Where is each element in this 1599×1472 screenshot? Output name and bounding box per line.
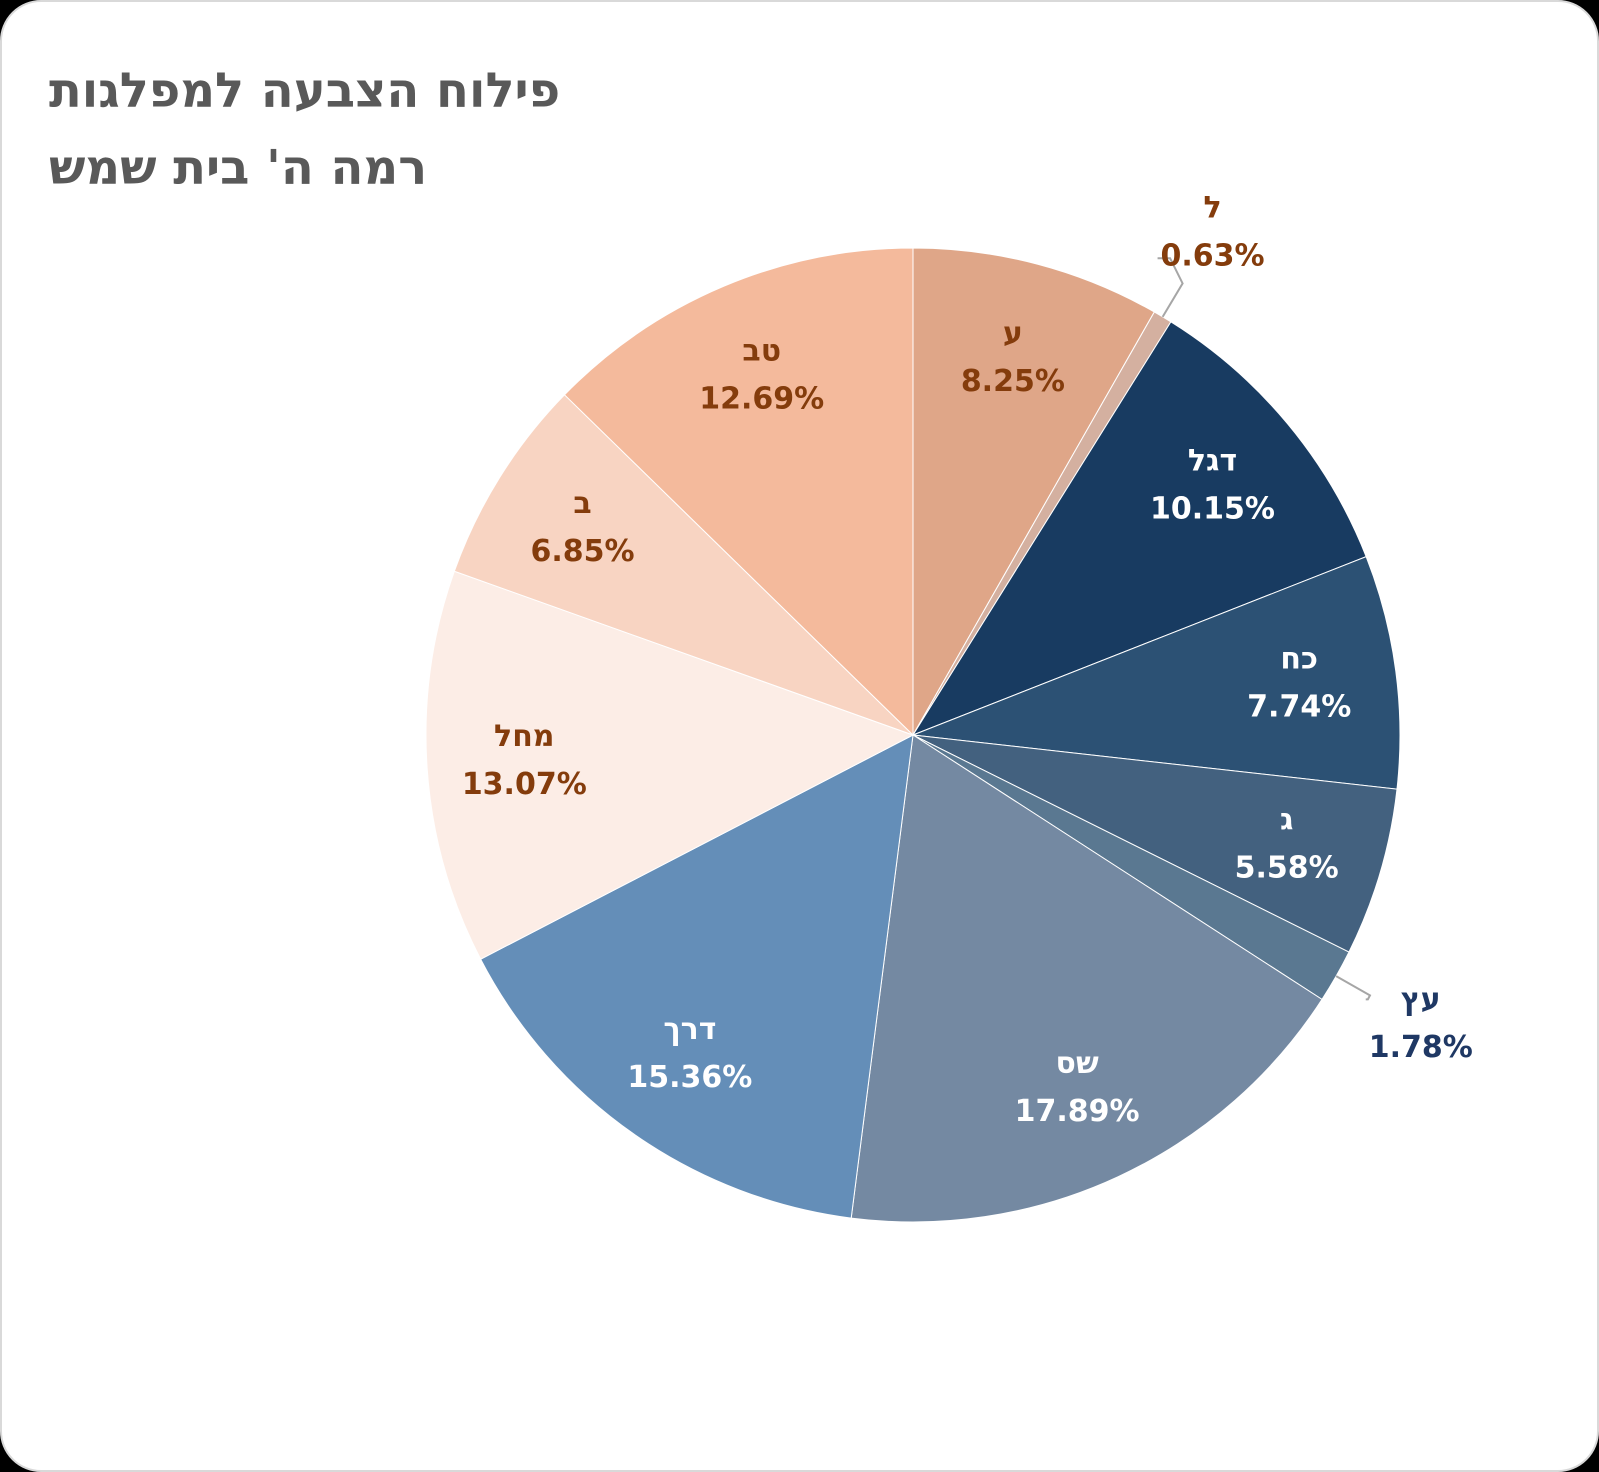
pie-slice — [479, 734, 914, 1219]
pie-slice — [563, 247, 914, 737]
pie-slice — [912, 555, 1401, 790]
leader-line — [1157, 257, 1184, 318]
slice-value-label: 17.89% — [1015, 1094, 1140, 1129]
slice-value-label: 6.85% — [530, 534, 634, 569]
slice-value-label: 7.74% — [1247, 689, 1351, 724]
slice-category-label: מחל — [494, 719, 554, 754]
slice-category-label: כח — [1280, 641, 1318, 676]
slice-value-label: 1.78% — [1369, 1030, 1473, 1065]
slice-category-label: ג — [1280, 803, 1293, 838]
slice-category-label: דרך — [663, 1012, 716, 1047]
slice-value-label: 0.63% — [1161, 239, 1265, 274]
slice-value-label: 5.58% — [1235, 851, 1339, 886]
slice-category-label: שס — [1056, 1046, 1099, 1081]
slice-value-label: 13.07% — [462, 767, 587, 802]
slice-category-label: ל — [1203, 191, 1221, 226]
slice-value-label: 10.15% — [1150, 491, 1275, 526]
leader-line — [1335, 975, 1372, 1001]
slice-value-label: 12.69% — [699, 381, 824, 416]
pie-slice — [453, 394, 914, 736]
slice-category-label: עץ — [1401, 982, 1441, 1017]
pie-slice — [912, 734, 1398, 953]
pie-slice — [850, 734, 1323, 1223]
pie-slice — [425, 570, 915, 960]
slice-value-label: 8.25% — [961, 364, 1065, 399]
chart-title: פילוח הצבעה למפלגות — [49, 63, 560, 119]
slice-category-label: ע — [1003, 316, 1023, 351]
slice-value-label: 15.36% — [627, 1060, 752, 1095]
pie-slice — [912, 247, 1155, 737]
chart-subtitle: רמה ה' בית שמש — [49, 140, 427, 196]
slice-category-label: ב — [573, 486, 591, 521]
slice-category-label: דגל — [1188, 443, 1237, 478]
pie-slice — [911, 321, 1367, 737]
slice-category-label: טב — [742, 333, 781, 368]
